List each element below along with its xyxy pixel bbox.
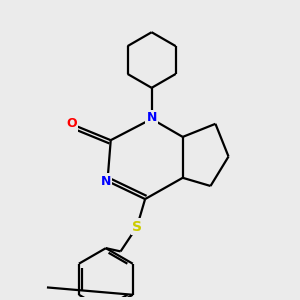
Text: S: S bbox=[132, 220, 142, 234]
Text: O: O bbox=[66, 118, 76, 130]
Text: N: N bbox=[146, 111, 157, 124]
Text: N: N bbox=[101, 175, 111, 188]
